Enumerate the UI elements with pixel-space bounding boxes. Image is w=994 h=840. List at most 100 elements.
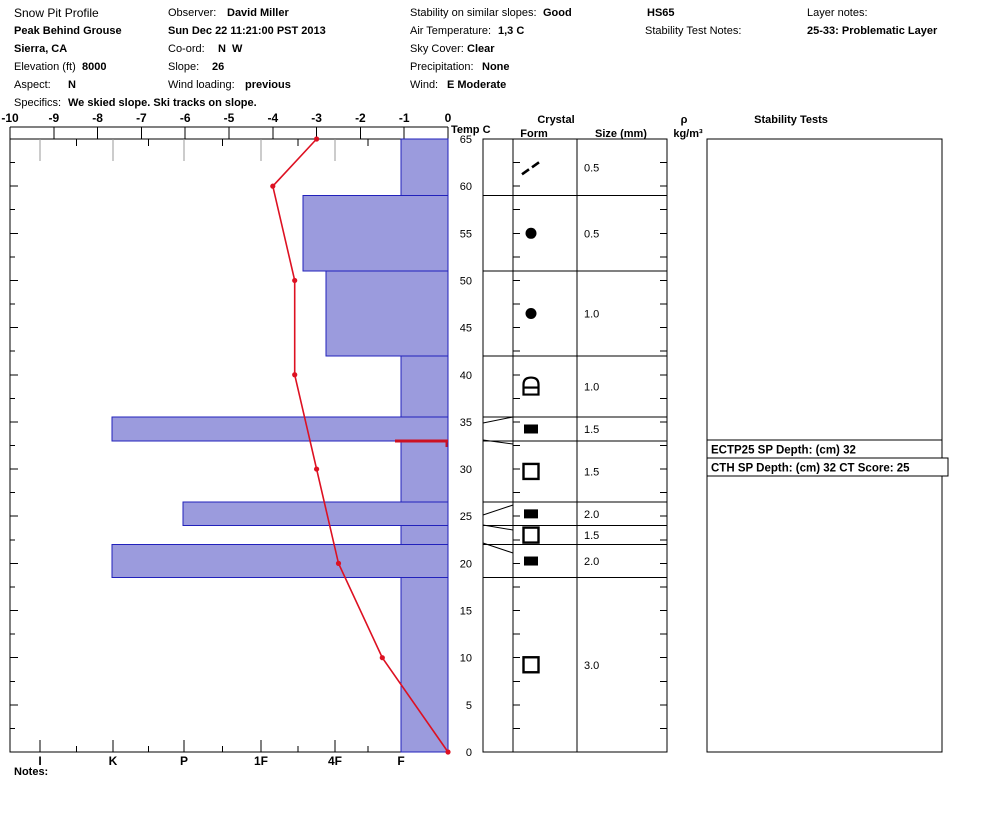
test-result-text: ECTP25 SP Depth: (cm) 32 (711, 445, 856, 457)
coord-value: N W (218, 43, 243, 55)
svg-text:-7: -7 (136, 111, 147, 125)
filled-square-icon (524, 556, 538, 566)
test-result-text: CTH SP Depth: (cm) 32 CT Score: 25 (711, 463, 910, 475)
svg-text:Temp C: Temp C (451, 124, 491, 136)
sky-cover-value: Clear (467, 43, 495, 55)
svg-text:ρ: ρ (681, 114, 688, 126)
stability-slopes-label: Stability on similar slopes: (410, 7, 537, 19)
wind-loading-value: previous (245, 79, 291, 91)
filled-circle-icon (525, 307, 537, 319)
svg-text:P: P (180, 754, 188, 768)
temperature-point (314, 466, 320, 472)
grain-size-value: 1.5 (584, 466, 599, 478)
svg-text:40: 40 (460, 370, 472, 382)
grain-size-value: 1.5 (584, 424, 599, 436)
coord-label: Co-ord: (168, 43, 205, 55)
layer-bar (182, 501, 449, 527)
open-square-icon (522, 656, 540, 674)
temperature-point (292, 372, 298, 378)
svg-text:F: F (397, 754, 404, 768)
crystal-panel (482, 138, 668, 753)
svg-text:35: 35 (460, 417, 472, 429)
observer-value: David Miller (227, 7, 289, 19)
location-name: Peak Behind Grouse (14, 25, 122, 37)
layer-bar (400, 440, 449, 503)
panel-headers: Crystal Form Size (mm) ρ kg/m³ Stability Test… (520, 114, 828, 140)
svg-text:Form: Form (520, 128, 548, 140)
slope-label: Slope: (168, 61, 200, 73)
svg-text:-6: -6 (180, 111, 191, 125)
svg-text:-4: -4 (267, 111, 278, 125)
svg-text:15: 15 (460, 606, 472, 618)
region-name: Sierra, CA (14, 43, 68, 55)
layer-bar (111, 416, 449, 442)
crystal-symbols: 0.5 0.5 1.0 1.0 1.5 1.5 2.0 1.5 2.0 3.0 (521, 161, 599, 674)
stability-test-notes-label: Stability Test Notes: (645, 25, 742, 37)
svg-text:50: 50 (460, 275, 472, 287)
svg-text:30: 30 (460, 464, 472, 476)
wind-loading-label: Wind loading: (168, 79, 235, 91)
temperature-point (292, 277, 298, 284)
observer-label: Observer: (168, 7, 217, 19)
elevation-label: Elevation (ft) (14, 61, 76, 73)
grain-size-value: 1.0 (584, 308, 599, 320)
rounded-cap-square-icon (522, 376, 540, 396)
stability-slopes-value: Good (543, 7, 572, 19)
open-square-icon (522, 462, 540, 481)
specifics-label: Specifics: (14, 97, 62, 109)
svg-text:-10: -10 (1, 111, 19, 125)
air-temp-value: 1,3 C (498, 25, 525, 37)
svg-text:-8: -8 (92, 111, 103, 125)
svg-text:65: 65 (460, 134, 472, 146)
layer-bar (400, 577, 449, 753)
hs-value: HS65 (647, 7, 675, 19)
grain-size-value: 2.0 (584, 556, 599, 568)
open-square-icon (522, 526, 540, 544)
layer-bar (400, 355, 449, 418)
svg-text:55: 55 (460, 228, 472, 240)
temperature-point (270, 183, 276, 189)
double-slash-icon (521, 161, 540, 176)
svg-text:-3: -3 (311, 111, 322, 125)
specifics-value: We skied slope. Ski tracks on slope. (68, 97, 257, 109)
wind-value: E Moderate (447, 79, 507, 91)
filled-square-icon (524, 509, 538, 519)
page-title: Snow Pit Profile (14, 6, 99, 20)
hardness-bars (111, 138, 449, 753)
svg-text:0: 0 (466, 747, 472, 759)
svg-text:4F: 4F (328, 754, 342, 768)
air-temp-label: Air Temperature: (410, 25, 492, 37)
svg-text:-2: -2 (355, 111, 366, 125)
temperature-point (314, 136, 320, 142)
wind-label: Wind: (410, 79, 439, 91)
svg-text:Size (mm): Size (mm) (595, 128, 647, 140)
grain-size-value: 0.5 (584, 162, 599, 174)
svg-text:45: 45 (460, 323, 472, 335)
grain-size-value: 3.0 (584, 660, 599, 672)
svg-text:10: 10 (460, 653, 472, 665)
svg-text:25: 25 (460, 511, 472, 523)
layer-bar (400, 138, 449, 197)
test-result-boxes: ECTP25 SP Depth: (cm) 32 CTH SP Depth: (c… (706, 439, 949, 477)
svg-text:-1: -1 (399, 111, 410, 125)
svg-text:5: 5 (466, 700, 472, 712)
svg-text:0: 0 (445, 111, 452, 125)
layer-bar (325, 270, 449, 357)
layer-bar (302, 195, 449, 272)
svg-text:-5: -5 (224, 111, 235, 125)
precipitation-value: None (482, 61, 510, 73)
layer-notes-label: Layer notes: (807, 7, 868, 19)
temperature-point (445, 749, 451, 755)
test-result-box (706, 457, 949, 477)
svg-text:I: I (38, 754, 41, 768)
temperature-point (379, 655, 385, 661)
temperature-line (270, 136, 451, 755)
aspect-label: Aspect: (14, 79, 51, 91)
svg-text:1F: 1F (254, 754, 268, 768)
grain-size-value: 1.0 (584, 382, 599, 394)
svg-text:kg/m³: kg/m³ (673, 128, 703, 140)
layer-bar (400, 525, 449, 546)
